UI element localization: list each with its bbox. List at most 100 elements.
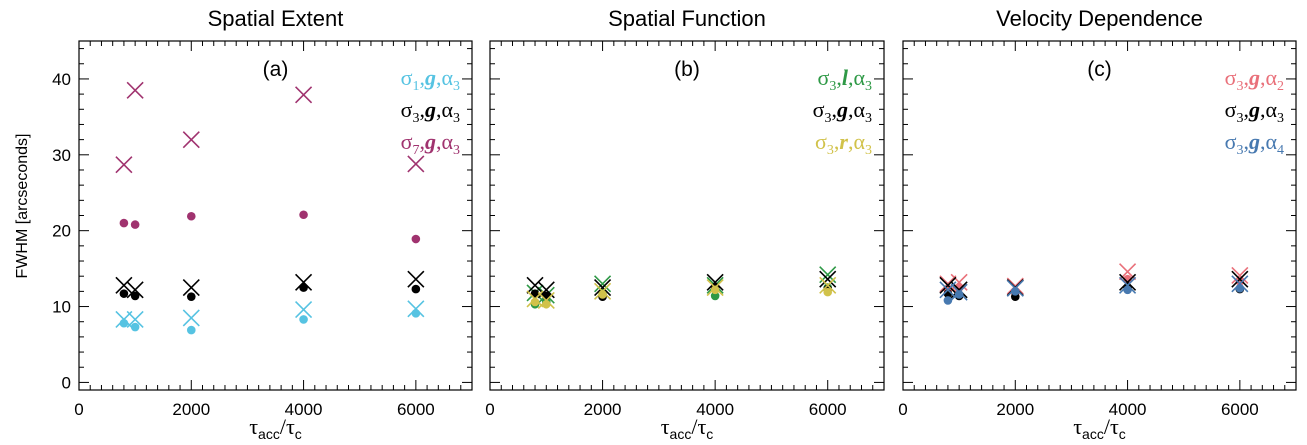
panel-label: (a) <box>263 58 289 81</box>
chart-panel-a: 0 2000 4000 6000 0 10 20 30 40 Spatial Extent (a) σ… <box>52 6 473 442</box>
x-marker <box>182 309 200 327</box>
legend-entry: σ3,g,α2 <box>1225 65 1284 94</box>
x-axis-label: τacc/τc <box>661 414 714 442</box>
x-marker <box>182 131 200 149</box>
x-marker <box>126 310 144 329</box>
x-marker <box>407 270 425 288</box>
chart-title: Spatial Extent <box>208 6 344 31</box>
x-marker <box>126 281 144 299</box>
x-marker <box>1006 279 1024 297</box>
y-axis-label: FWHM [arcseconds] <box>14 134 31 279</box>
dot-marker <box>598 290 607 299</box>
x-marker <box>537 291 555 310</box>
x-marker <box>182 279 200 297</box>
x-tick-label: 2000 <box>584 400 622 419</box>
plot-frame <box>489 40 885 391</box>
x-marker <box>594 275 612 293</box>
x-tick-label: 6000 <box>809 400 847 419</box>
legend-entry: σ3,g,α4 <box>1225 129 1284 158</box>
x-marker <box>407 155 425 173</box>
dot-marker <box>710 285 720 295</box>
y-tick-label: 40 <box>52 70 71 89</box>
x-marker <box>295 86 313 104</box>
x-tick-label: 0 <box>74 400 83 419</box>
dot-marker <box>299 315 308 324</box>
x-marker <box>115 276 133 294</box>
x-axis-label: τacc/τc <box>1073 414 1126 442</box>
x-marker <box>939 281 957 299</box>
dot-marker <box>186 325 196 335</box>
x-marker <box>407 300 425 318</box>
dot-marker <box>186 211 196 221</box>
dot-marker <box>130 291 140 301</box>
dot-marker <box>823 287 833 297</box>
x-marker <box>1119 273 1137 291</box>
dot-marker <box>299 210 308 220</box>
dot-marker <box>130 220 140 229</box>
dot-marker <box>411 234 421 244</box>
x-marker <box>295 301 313 319</box>
panel-label: (b) <box>674 58 700 81</box>
dot-marker <box>411 309 421 318</box>
x-marker <box>295 273 313 291</box>
x-marker <box>1119 276 1137 294</box>
legend-entry: σ7,g,α3 <box>401 129 460 158</box>
dot-marker <box>119 218 129 228</box>
panel-label: (c) <box>1087 58 1112 81</box>
x-marker <box>1231 275 1249 293</box>
y-tick-label: 10 <box>52 298 71 317</box>
legend-entry: σ1,g,α3 <box>401 65 460 94</box>
y-tick-label: 0 <box>62 373 71 392</box>
legend-entry: σ3,g,α3 <box>1225 97 1284 126</box>
chart-title: Velocity Dependence <box>996 6 1203 31</box>
x-marker <box>1231 266 1249 285</box>
dot-marker <box>186 292 196 301</box>
x-marker <box>1006 277 1024 295</box>
x-marker <box>950 283 968 301</box>
chart-panel-c: 0 2000 4000 6000 Velocity Dependence (c) σ3,g,… <box>898 6 1297 442</box>
x-tick-label: 6000 <box>397 400 435 419</box>
chart-panel-b: 0 2000 4000 6000 Spatial Function (b) σ3,l,α3 σ… <box>485 6 885 442</box>
dot-marker <box>1123 274 1132 284</box>
x-marker <box>1231 270 1249 288</box>
dot-marker <box>1123 285 1132 295</box>
x-marker <box>819 270 837 288</box>
x-marker <box>115 156 133 174</box>
y-tick-label: 20 <box>52 222 71 241</box>
dot-marker <box>943 296 953 305</box>
x-tick-label: 6000 <box>1221 400 1259 419</box>
dot-marker <box>1235 284 1245 293</box>
x-marker <box>939 276 957 294</box>
dot-marker <box>954 290 964 299</box>
x-marker <box>706 273 724 291</box>
legend-entry: σ3,g,α3 <box>813 97 872 126</box>
x-marker <box>706 279 724 297</box>
x-tick-label: 4000 <box>285 400 323 419</box>
x-tick-label: 4000 <box>1109 400 1147 419</box>
x-tick-label: 0 <box>485 400 494 419</box>
x-marker <box>594 279 612 297</box>
dot-marker <box>119 289 129 298</box>
x-marker <box>526 276 544 294</box>
x-tick-label: 2000 <box>172 400 210 419</box>
chart-title: Spatial Function <box>608 6 766 31</box>
x-tick-label: 4000 <box>696 400 734 419</box>
dot-marker <box>530 297 540 307</box>
x-marker <box>126 81 144 99</box>
x-axis-label: τacc/τc <box>249 414 302 442</box>
dot-marker <box>411 284 421 294</box>
legend-entry: σ3,g,α3 <box>401 97 460 126</box>
dot-marker <box>130 322 140 332</box>
y-tick-label: 30 <box>52 146 71 165</box>
legend-entry: σ3,r,α3 <box>815 129 872 158</box>
x-tick-label: 0 <box>898 400 907 419</box>
x-marker <box>594 282 612 300</box>
dot-marker <box>1235 277 1245 286</box>
dot-marker <box>1010 287 1020 296</box>
dot-marker <box>710 291 720 301</box>
x-tick-label: 2000 <box>996 400 1034 419</box>
x-marker <box>819 276 837 294</box>
chart-panels: 0 2000 4000 6000 0 10 20 30 40 Spatial Extent (a) σ… <box>52 6 1297 442</box>
legend-entry: σ3,l,α3 <box>817 65 872 94</box>
